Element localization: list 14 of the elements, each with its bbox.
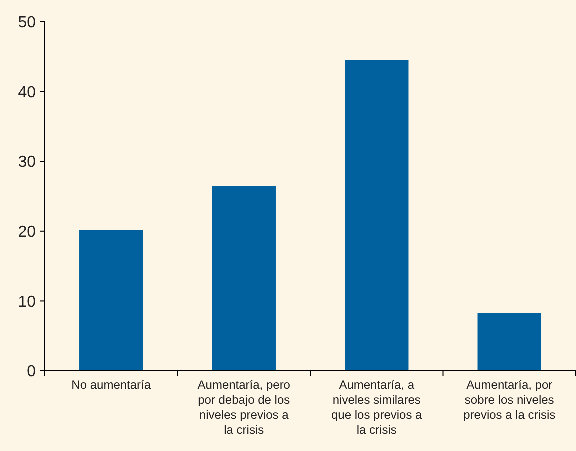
bar bbox=[478, 313, 542, 371]
y-tick-label: 10 bbox=[18, 294, 36, 311]
bar bbox=[212, 186, 276, 371]
y-tick-label: 50 bbox=[18, 14, 36, 32]
y-tick-label: 0 bbox=[27, 364, 36, 381]
y-tick-label: 30 bbox=[18, 154, 36, 172]
x-tick-label: Aumentaría, pero por debajo de los niveles previos a la crisis bbox=[198, 378, 291, 437]
x-tick-label: Aumentaría, a niveles similares que los previos a la crisis bbox=[332, 378, 423, 437]
x-tick-label: Aumentaría, por sobre los niveles previos a la crisis bbox=[464, 378, 556, 422]
bar bbox=[345, 60, 409, 371]
bar bbox=[80, 230, 144, 371]
x-tick-label: No aumentaría bbox=[72, 378, 152, 392]
y-tick-label: 20 bbox=[18, 224, 36, 241]
y-tick-label: 40 bbox=[18, 84, 36, 102]
